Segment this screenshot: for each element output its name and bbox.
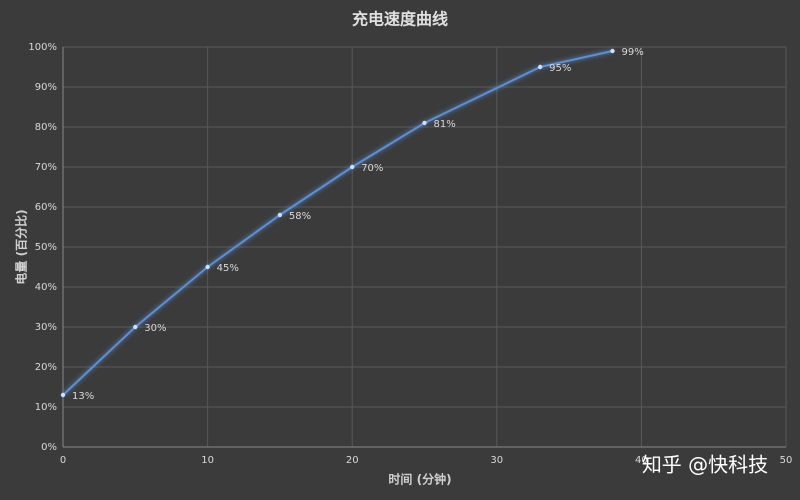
y-axis-title: 电量 (百分比) [14, 209, 29, 284]
x-tick-label: 10 [201, 455, 214, 466]
data-label: 81% [434, 119, 456, 130]
y-tick-label: 10% [35, 402, 57, 413]
line [62, 50, 613, 396]
data-label: 30% [144, 323, 166, 334]
y-tick-label: 90% [35, 82, 57, 93]
y-tick-label: 30% [35, 322, 57, 333]
x-tick-label: 20 [346, 455, 359, 466]
x-tick-label: 0 [60, 455, 66, 466]
data-label: 45% [217, 263, 239, 274]
point [205, 264, 210, 270]
y-tick-label: 100% [28, 42, 57, 53]
point [350, 164, 355, 170]
y-tick-label: 40% [35, 282, 57, 293]
plot: 0% 10% 20% 30% 40% 50% 60% 70% 80% 90% 100% 0 10 20 30… [28, 42, 792, 466]
point [422, 120, 427, 126]
point [537, 64, 543, 70]
y-tick-label: 0% [41, 442, 57, 453]
y-tick-label: 70% [35, 162, 57, 173]
point [133, 324, 138, 330]
y-tick-label: 60% [35, 202, 57, 213]
point [277, 212, 283, 218]
data-label: 13% [72, 391, 94, 402]
data-label: 58% [289, 211, 311, 222]
chart-title: 充电速度曲线 [352, 10, 448, 29]
y-tick-label: 80% [35, 122, 57, 133]
x-axis-title: 时间 (分钟) [388, 472, 451, 487]
data-label: 95% [549, 63, 571, 74]
y-tick-label: 50% [35, 242, 57, 253]
x-tick-label: 50 [780, 455, 793, 466]
watermark: 知乎 @快科技 [642, 453, 768, 477]
point [610, 48, 615, 54]
x-tick-label: 40 [635, 455, 648, 466]
data-label: 99% [621, 47, 643, 58]
point [60, 392, 66, 398]
y-tick-label: 20% [35, 362, 57, 373]
data-label: 70% [361, 163, 383, 174]
x-tick-label: 30 [490, 455, 503, 466]
